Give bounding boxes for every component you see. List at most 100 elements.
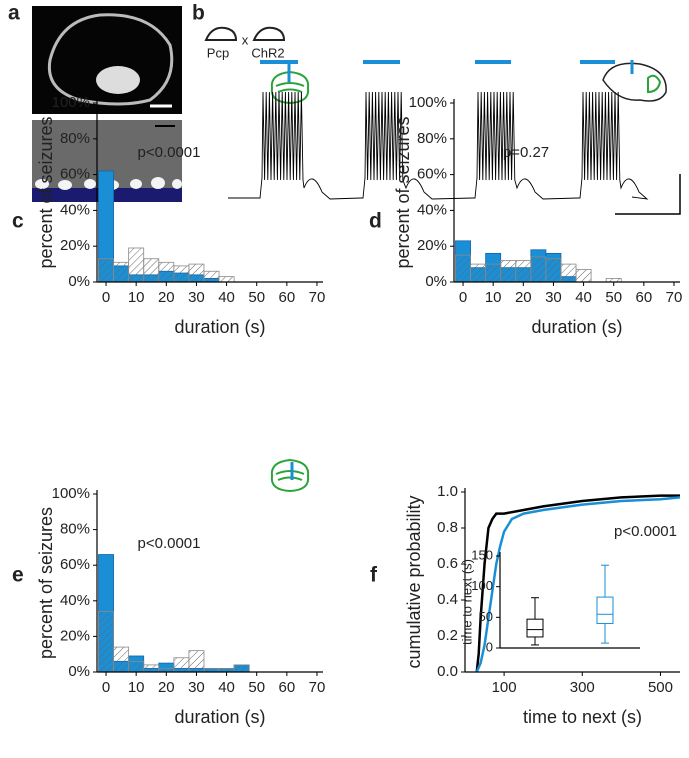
bar [203,270,220,283]
panel-label: a [8,2,20,25]
y-tick-label: 40% [417,201,447,218]
annotation: p<0.0001 [614,523,677,540]
cdf-line [475,496,681,673]
panel-label: e [12,564,24,587]
y-tick-label: 100% [52,94,90,111]
panel-label: d [369,210,382,233]
bar [530,256,547,283]
x-tick-label: 30 [545,289,562,306]
x-tick-label: 20 [158,289,175,306]
y-tick-label: 60% [60,166,90,183]
bar [113,646,130,673]
bar [128,660,145,673]
y-tick-label: 80% [417,130,447,147]
x-axis-label: duration (s) [531,317,622,337]
y-axis-label: percent of seizures [36,507,56,659]
x-tick-label: 70 [309,289,326,306]
bar [173,657,190,673]
bar [218,276,235,283]
bar [158,261,175,283]
bar [545,258,562,283]
y-tick-label: 40% [60,592,90,609]
y-tick-label: 60% [60,556,90,573]
x-tick-label: 100 [492,679,517,696]
scale-bar [615,174,681,215]
y-tick-label: 0 [486,639,493,654]
bar [98,611,114,673]
mouse-icon [252,26,286,41]
bar [128,247,145,283]
panel-label: c [12,210,24,233]
y-tick-label: 0% [68,663,90,680]
y-tick-label: 0.2 [437,627,458,644]
x-tick-label: 30 [188,289,205,306]
y-tick-label: 150 [471,547,493,562]
annotation: p<0.0001 [138,144,201,161]
bar [500,260,517,283]
x-tick-label: 500 [648,679,673,696]
y-tick-label: 80% [60,521,90,538]
cerebellum-label [96,66,140,94]
y-tick-label: 80% [60,130,90,147]
bar [455,254,471,283]
cerebellum-outline [47,13,174,106]
x-tick-label: 20 [158,679,175,696]
annotation: p=0.27 [503,144,549,161]
bar [560,263,577,283]
x-tick-label: 10 [485,289,502,306]
x-tick-label: 20 [515,289,532,306]
bar [173,265,190,283]
y-tick-label: 20% [60,237,90,254]
bar [515,260,532,283]
bar [188,650,205,673]
y-tick-label: 0% [425,273,447,290]
box [596,596,614,624]
y-tick-label: 0.0 [437,663,458,680]
x-tick-label: 40 [575,289,592,306]
y-tick-label: 20% [60,627,90,644]
bar [470,263,487,283]
y-axis-label: time to next (s) [459,559,474,645]
x-tick-label: 50 [248,679,265,696]
bar [143,258,160,283]
bar [113,261,130,283]
trace [228,91,649,200]
panel-label: f [370,564,378,587]
x-tick-label: 60 [278,289,295,306]
y-tick-label: 100 [471,578,493,593]
genotype-label: Pcp [207,45,229,60]
y-axis-label: percent of seizures [393,116,413,268]
x-tick-label: 70 [309,679,326,696]
y-tick-label: 0% [68,273,90,290]
x-tick-label: 10 [128,289,145,306]
x-tick-label: 60 [635,289,652,306]
x-tick-label: 0 [459,289,467,306]
y-tick-label: 20% [417,237,447,254]
y-tick-label: 1.0 [437,483,458,500]
bar [188,263,205,283]
x-axis-label: time to next (s) [523,707,642,727]
x-tick-label: 50 [605,289,622,306]
y-tick-label: 0.8 [437,519,458,536]
x-axis-label: duration (s) [174,707,265,727]
x-tick-label: 0 [102,289,110,306]
bar [143,664,160,673]
bar [485,263,502,283]
bar [233,664,250,673]
x-tick-label: 70 [666,289,683,306]
x-tick-label: 40 [218,289,235,306]
y-axis-label: percent of seizures [36,116,56,268]
cdf-line [475,494,680,673]
y-tick-label: 100% [409,94,447,111]
panel-label: b [192,2,205,25]
x-tick-label: 60 [278,679,295,696]
x-tick-label: 30 [188,679,205,696]
x-tick-label: 50 [248,289,265,306]
x-tick-label: 40 [218,679,235,696]
y-tick-label: 100% [52,485,90,502]
x-tick-label: 300 [570,679,595,696]
annotation: p<0.0001 [138,535,201,552]
y-tick-label: 0.4 [437,591,458,608]
bar [575,269,592,283]
